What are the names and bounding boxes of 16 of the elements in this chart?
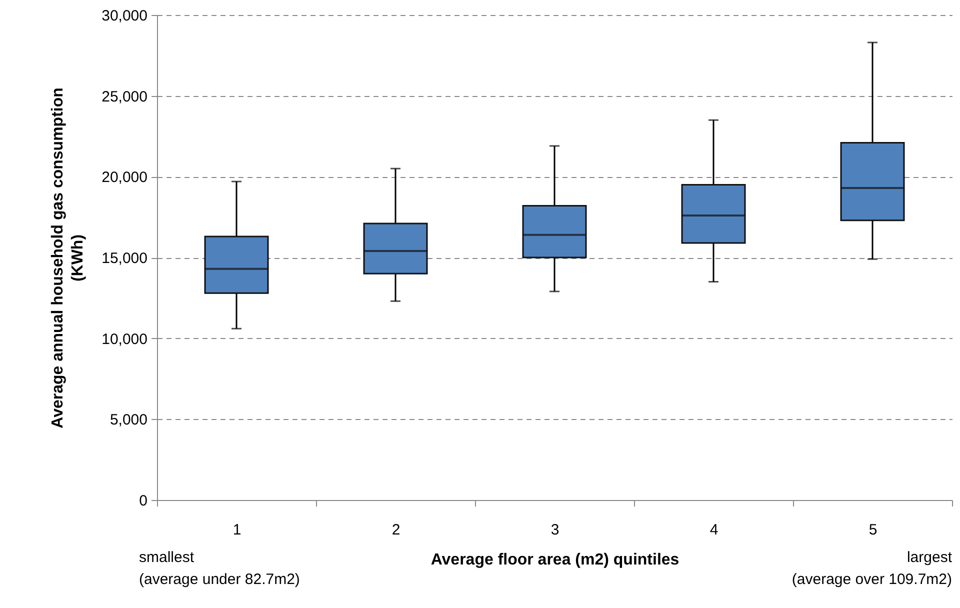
y-tick-label: 25,000	[102, 88, 148, 106]
x-tick-label: 3	[550, 522, 560, 538]
x-tick-label: 2	[392, 522, 400, 538]
y-axis-title: Average annual household gas consumption (KWh)	[50, 88, 87, 428]
x-tick-label: 4	[710, 522, 718, 538]
y-tick-label: 5,000	[110, 412, 148, 429]
y-tick-label: 20,000	[102, 169, 148, 186]
y-tick-label: 15,000	[102, 250, 148, 267]
y-tick-label: 30,000	[102, 8, 148, 24]
text: smallest (average under 82.7m2)	[139, 549, 300, 588]
y-tick-label: 10,000	[102, 330, 148, 348]
x-tick-label: 1	[232, 522, 242, 538]
x-tick-label: 5	[868, 522, 878, 538]
y-tick-label: 0	[139, 492, 148, 510]
text: largest (average over 109.7m2)	[792, 549, 953, 588]
x-axis-title: Average floor area (m2) quintiles	[430, 552, 680, 568]
